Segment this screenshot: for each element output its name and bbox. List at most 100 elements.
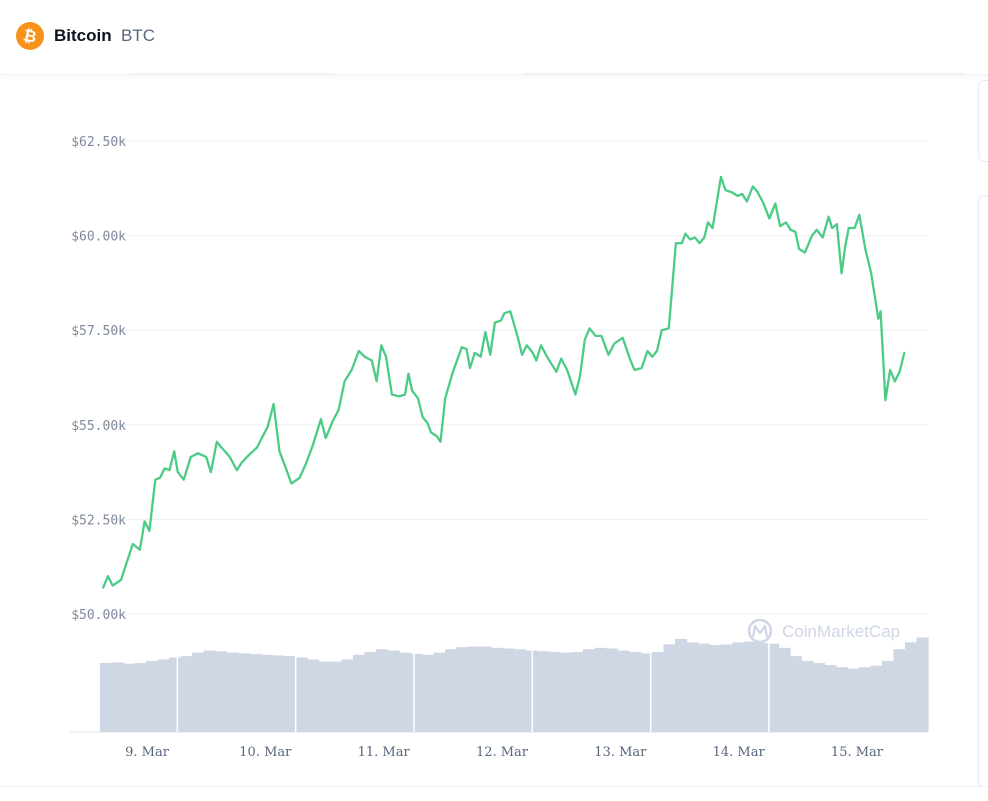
y-axis-labels: $50.00k $52.50k $55.00k $57.50k $60.00k $62.5… [71,135,126,623]
volume-bar [663,644,676,732]
y-tick-label: $55.00k [71,419,126,434]
volume-bar [525,650,538,732]
tab-divider [525,73,965,75]
volume-bar [813,663,826,732]
volume-bar [410,654,423,732]
volume-bar [548,651,561,732]
volume-bar [295,657,308,732]
y-tick-label: $52.50k [71,513,126,528]
volume-bar [882,660,895,732]
volume-bar [330,661,343,732]
x-tick-label: 12. Mar [476,745,529,760]
volume-bar [893,649,906,732]
volume-bar [502,648,515,732]
x-tick-label: 14. Mar [713,745,766,760]
volume-bar [836,667,849,732]
volume-bar [433,652,446,732]
tab-divider [130,73,330,75]
side-panel [978,80,988,162]
volume-bar [801,660,814,732]
volume-bar [387,650,400,732]
x-tick-label: 11. Mar [358,745,411,760]
volume-bar [203,650,216,732]
volume-bar [778,647,791,732]
volume-bar [755,642,768,732]
coinmarketcap-watermark: CoinMarketCap [747,618,900,644]
volume-bar [238,653,251,732]
volume-bar [537,651,550,732]
volume-bar [698,643,711,732]
volume-bar [859,667,872,732]
volume-bar [422,654,435,732]
volume-bar [709,645,722,732]
volume-bars [100,637,929,732]
volume-bar [353,654,366,732]
y-tick-label: $57.50k [71,324,126,339]
volume-bar [100,663,113,732]
volume-bar [870,665,883,732]
watermark-text: CoinMarketCap [782,622,900,641]
volume-bar [468,646,481,732]
volume-bar [514,649,527,732]
volume-bar [318,661,331,732]
volume-bar [744,641,757,732]
volume-bar [123,663,136,732]
volume-bar [261,654,274,732]
y-tick-label: $62.50k [71,135,126,150]
volume-bar [732,642,745,732]
volume-bar [399,652,412,732]
x-tick-label: 13. Mar [594,745,647,760]
volume-bar [847,668,860,732]
x-tick-label: 9. Mar [125,745,170,760]
volume-bar [721,644,734,732]
y-tick-label: $60.00k [71,230,126,245]
x-tick-label: 15. Mar [831,745,884,760]
bottom-strip [0,786,988,801]
volume-bar [916,637,929,732]
bitcoin-logo-icon: ₿ [16,22,44,50]
volume-bar [445,649,458,732]
coin-symbol: BTC [121,26,155,45]
volume-bar [594,647,607,732]
x-axis-labels: 9. Mar 10. Mar 11. Mar 12. Mar 13. Mar 14. Ma… [125,745,884,760]
volume-bar [491,647,504,732]
volume-bar [456,647,469,732]
volume-bar [629,651,642,732]
volume-bar [180,656,193,732]
volume-bar [272,655,285,732]
volume-bar [307,659,320,732]
volume-bar [560,652,573,732]
volume-bar [640,653,653,732]
grid-lines [70,140,928,733]
volume-bar [790,656,803,732]
volume-bar [192,652,205,732]
volume-bar [824,665,837,732]
volume-bar [249,654,262,732]
volume-bar [376,649,389,732]
volume-bar [675,638,688,732]
volume-bar [767,643,780,732]
volume-bar [479,646,492,732]
volume-bar [364,651,377,732]
volume-bar [111,662,124,732]
volume-bar [169,657,182,732]
svg-text:₿: ₿ [22,26,39,46]
x-tick-label: 10. Mar [239,745,292,760]
volume-bar [905,642,918,732]
volume-bar [134,663,147,732]
volume-bar [226,652,239,732]
volume-bar [571,651,584,732]
volume-bar [215,651,228,732]
price-line [102,175,906,589]
volume-bar [606,648,619,732]
coin-header: ₿ Bitcoin BTC [0,0,988,75]
coin-name: Bitcoin [54,26,112,45]
volume-bar [146,660,159,732]
volume-bar [652,651,665,732]
y-tick-label: $50.00k [71,608,126,623]
volume-bar [284,656,297,732]
price-line-series [102,175,906,589]
volume-bar [341,659,354,732]
volume-bar [583,649,596,732]
